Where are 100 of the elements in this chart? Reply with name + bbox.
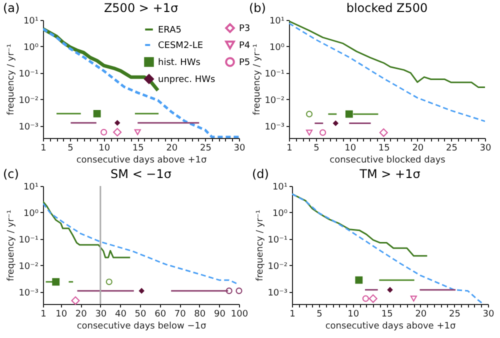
y-tick-label: 10¹ xyxy=(269,16,285,26)
point xyxy=(138,288,144,294)
point xyxy=(93,110,101,118)
x-tick-label: 20 xyxy=(415,310,427,320)
x-tick-label: 1 xyxy=(286,144,292,154)
y-tick-label: 10⁻² xyxy=(18,96,39,106)
point xyxy=(379,128,388,137)
x-tick-label: 25 xyxy=(448,310,460,320)
y-tick-label: 10⁻² xyxy=(268,262,288,272)
x-tick-label: 15 xyxy=(132,144,144,154)
x-tick-label: 100 xyxy=(230,310,248,320)
x-axis-title: consecutive days above +1σ xyxy=(76,156,207,166)
x-tick-label: 10 xyxy=(348,310,360,320)
point xyxy=(332,120,338,126)
line-series xyxy=(43,200,131,258)
x-tick-label: 90 xyxy=(214,310,226,320)
legend-label: P4 xyxy=(239,41,250,51)
y-tick-label: 10⁰ xyxy=(269,42,285,53)
x-tick-label: 15 xyxy=(381,310,393,320)
x-tick-label: 70 xyxy=(174,310,186,320)
chart-title: Z500 > +1σ xyxy=(104,1,178,15)
text: (d) xyxy=(252,167,269,181)
x-tick-label: 30 xyxy=(480,144,492,154)
x-tick-label: 1 xyxy=(40,144,46,154)
x-tick-label: 25 xyxy=(200,144,212,154)
point xyxy=(114,120,120,126)
line-series xyxy=(289,20,485,88)
y-axis-title: frequency / yr⁻¹ xyxy=(256,209,266,282)
legend-label: P3 xyxy=(239,24,250,34)
line-series xyxy=(289,22,485,122)
line-series xyxy=(292,193,484,304)
x-tick-label: 25 xyxy=(446,144,458,154)
point xyxy=(410,296,417,302)
x-tick-label: 30 xyxy=(95,310,107,320)
y-tick-label: 10¹ xyxy=(23,182,39,192)
y-tick-label: 10⁻¹ xyxy=(18,69,39,80)
text: (a) xyxy=(3,1,20,15)
point xyxy=(71,296,80,305)
legend-label: unprec. HWs xyxy=(158,75,216,85)
x-axis-title: consecutive blocked days xyxy=(330,156,446,166)
legend-label: hist. HWs xyxy=(158,58,201,68)
point xyxy=(355,276,363,284)
point xyxy=(134,129,141,136)
chart-title: TM > +1σ xyxy=(358,167,421,181)
x-tick-label: 1 xyxy=(290,310,296,320)
point xyxy=(100,128,108,136)
point xyxy=(52,278,60,286)
chart-title: blocked Z500 xyxy=(346,1,428,15)
x-tick-label: 10 xyxy=(344,144,356,154)
x-tick-label: 20 xyxy=(166,144,178,154)
y-tick-label: 10⁻² xyxy=(18,262,39,272)
point xyxy=(226,288,232,294)
point xyxy=(362,295,369,302)
y-tick-label: 10⁻² xyxy=(264,96,285,106)
y-tick-label: 10¹ xyxy=(272,182,288,192)
x-tick-label: 30 xyxy=(482,310,494,320)
point xyxy=(306,130,313,136)
point xyxy=(106,278,112,286)
x-tick-label: 80 xyxy=(194,310,206,320)
y-tick-label: 10⁻¹ xyxy=(264,69,285,80)
point xyxy=(236,288,242,294)
x-tick-label: 20 xyxy=(412,144,424,154)
y-tick-label: 10⁰ xyxy=(23,208,39,219)
y-tick-label: 10⁻¹ xyxy=(18,235,39,246)
x-tick-label: 10 xyxy=(98,144,110,154)
x-tick-label: 5 xyxy=(314,144,320,154)
line-series xyxy=(43,202,239,286)
x-tick-label: 1 xyxy=(40,310,46,320)
x-tick-label: 40 xyxy=(114,310,127,320)
legend-label: ERA5 xyxy=(158,26,182,36)
x-tick-label: 50 xyxy=(134,310,147,320)
y-axis-title: frequency / yr⁻¹ xyxy=(252,43,263,116)
y-tick-label: 10⁻³ xyxy=(18,122,39,132)
x-tick-label: 15 xyxy=(378,144,390,154)
x-tick-label: 20 xyxy=(75,310,88,320)
x-axis-title: consecutive days below −1σ xyxy=(76,322,206,332)
x-tick-label: 30 xyxy=(234,144,246,154)
x-tick-label: 5 xyxy=(316,310,322,320)
point xyxy=(306,110,313,118)
y-tick-label: 10⁻³ xyxy=(268,288,288,298)
text: (b) xyxy=(249,1,266,15)
y-tick-label: 10⁰ xyxy=(272,208,288,219)
y-tick-label: 10¹ xyxy=(23,16,39,26)
y-axis-title: frequency / yr⁻¹ xyxy=(6,43,17,116)
x-tick-label: 10 xyxy=(56,310,68,320)
y-axis-title: frequency / yr⁻¹ xyxy=(6,209,17,282)
y-tick-label: 10⁰ xyxy=(23,42,39,53)
y-tick-label: 10⁻³ xyxy=(264,122,285,132)
point xyxy=(368,294,378,303)
x-axis-title: consecutive days above +1σ xyxy=(325,322,456,332)
legend-label: CESM2-LE xyxy=(158,41,204,51)
x-tick-label: 60 xyxy=(154,310,166,320)
legend-label: P5 xyxy=(239,58,250,68)
line-series xyxy=(292,193,428,257)
point xyxy=(320,129,326,136)
y-tick-label: 10⁻¹ xyxy=(268,235,288,246)
point xyxy=(113,128,122,136)
x-tick-label: 5 xyxy=(68,144,74,154)
text: (c) xyxy=(3,167,19,181)
chart-title: SM < −1σ xyxy=(110,167,172,181)
